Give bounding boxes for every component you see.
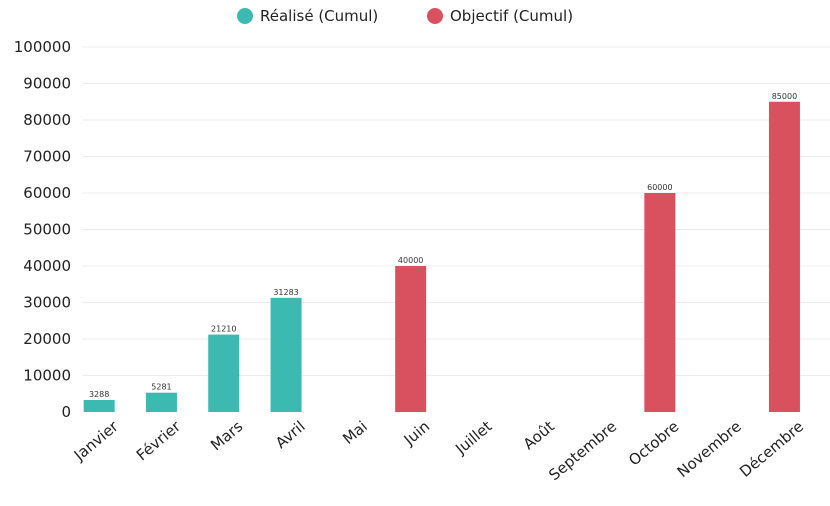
data-label: 40000 [398, 256, 423, 265]
data-label: 85000 [772, 92, 797, 101]
x-axis: Janvier Février Mars Avril Mai Juin Juillet Aoû… [70, 417, 807, 484]
y-axis: 0 10000 20000 30000 40000 50000 60000 70000 8000… [14, 38, 71, 421]
x-tick-label: Février [133, 417, 185, 465]
y-tick-label: 50000 [23, 221, 71, 239]
x-tick-label: Décembre [736, 417, 807, 481]
x-tick-label: Septembre [545, 417, 620, 484]
y-tick-label: 80000 [23, 111, 71, 129]
y-tick-label: 70000 [23, 148, 71, 166]
x-tick-label: Novembre [674, 417, 745, 481]
grid-lines [82, 46, 830, 376]
x-tick-label: Mai [339, 417, 371, 448]
y-tick-label: 30000 [23, 294, 71, 312]
x-tick-label: Août [520, 417, 558, 453]
bar-realise-février[interactable] [145, 392, 177, 412]
y-tick-label: 40000 [23, 257, 71, 275]
bar-realise-janvier[interactable] [83, 399, 115, 412]
x-tick-label: Juin [400, 417, 433, 449]
y-tick-label: 20000 [23, 330, 71, 348]
legend-label-objectif: Objectif (Cumul) [450, 7, 573, 25]
legend-swatch-realise [237, 8, 253, 24]
y-tick-label: 0 [61, 403, 71, 421]
x-tick-label: Octobre [625, 417, 682, 469]
legend-label-realise: Réalisé (Cumul) [260, 7, 378, 25]
x-tick-label: Mars [207, 417, 246, 454]
data-label: 5281 [151, 383, 171, 392]
bar-objectif-décembre[interactable] [768, 101, 800, 412]
legend: Réalisé (Cumul) Objectif (Cumul) [237, 7, 573, 25]
y-tick-label: 60000 [23, 184, 71, 202]
y-tick-label: 90000 [23, 75, 71, 93]
y-tick-label: 10000 [23, 367, 71, 385]
x-tick-label: Janvier [70, 417, 122, 465]
data-label: 3288 [89, 390, 109, 399]
bar-realise-mars[interactable] [208, 334, 240, 412]
bar-realise-avril[interactable] [270, 297, 302, 412]
bar-objectif-juin[interactable] [395, 266, 427, 412]
bars [83, 101, 800, 412]
data-label: 31283 [273, 288, 298, 297]
bar-objectif-octobre[interactable] [644, 193, 676, 412]
x-tick-label: Juillet [451, 417, 495, 458]
y-tick-label: 100000 [14, 38, 71, 56]
data-labels: 3288 5281 21210 31283 40000 60000 85000 [89, 92, 797, 399]
x-tick-label: Avril [272, 417, 309, 452]
data-label: 21210 [211, 325, 236, 334]
data-label: 60000 [647, 183, 672, 192]
legend-swatch-objectif [427, 8, 443, 24]
